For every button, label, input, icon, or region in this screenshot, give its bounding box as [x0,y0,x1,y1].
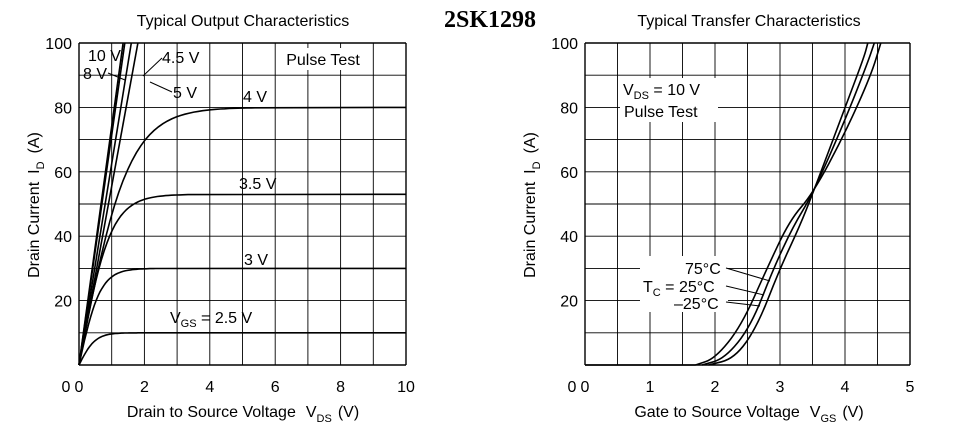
series-line-4-5-V [78,42,139,366]
temp-label-75: 75°C [685,261,721,278]
x-tick-label: 3 [776,379,785,396]
curve-label-4-5v: 4.5 V [162,50,200,67]
output-characteristics-chart: Typical Output Characteristics 0 2 4 6 8 10 20… [26,13,415,425]
curve-label-8v: 8 V [83,66,107,83]
arrow-5v [149,81,173,93]
y-tick-label: 20 [54,294,72,311]
origin-tick-label: 0 [62,379,71,396]
left-pulse-test: Pulse Test [286,52,360,69]
right-annotation-pulse: Pulse Test [624,104,698,121]
y-tick-label: 80 [560,100,578,117]
y-tick-label: 60 [560,165,578,182]
y-tick-label: 100 [45,36,72,53]
origin-tick-label: 0 [568,379,577,396]
x-tick-label: 0 [75,379,84,396]
series-line-5-V [78,42,133,366]
header-title: 2SK1298 [444,7,536,33]
arrow-minus25 [725,301,761,307]
left-xlabel: Drain to Source Voltage VDS (V) [127,404,359,425]
x-tick-label: 5 [906,379,915,396]
x-tick-label: 8 [336,379,345,396]
x-tick-label: 10 [397,379,415,396]
left-ylabel: Drain CurrentID(A) [26,132,47,278]
temp-label-minus25: –25°C [674,296,719,313]
y-tick-label: 80 [54,100,72,117]
curve-label-3-5v: 3.5 V [239,176,277,193]
temp-label-bg [640,256,728,312]
arrow-8v [107,72,126,81]
right-chart-title: Typical Transfer Characteristics [637,13,860,30]
series-line--25-C [708,42,869,366]
y-tick-label: 100 [551,36,578,53]
y-tick-label: 40 [54,229,72,246]
curve-label-5v: 5 V [173,85,197,102]
arrow-75 [725,267,771,282]
x-tick-label: 0 [581,379,590,396]
series-line-2-5-V [78,332,406,366]
left-tick-labels: 0 2 4 6 8 10 20 40 60 80 100 0 [45,36,415,396]
temp-label-25: TC = 25°C [643,279,715,299]
curve-label-vgs: VGS = 2.5 V [170,310,253,330]
right-curves [585,42,882,366]
right-tick-labels: 0 1 2 3 4 5 20 40 60 80 100 0 [551,36,914,396]
y-tick-label: 40 [560,229,578,246]
series-line-25-C [701,42,876,366]
arrow-25 [725,285,765,296]
series-line-75-C [695,42,882,366]
x-tick-label: 1 [646,379,655,396]
right-xlabel: Gate to Source Voltage VGS (V) [634,404,863,425]
curve-label-3v: 3 V [244,252,268,269]
x-tick-label: 2 [140,379,149,396]
curve-label-4v: 4 V [243,89,267,106]
left-curves [78,42,407,366]
series-line-4-V [78,106,407,366]
x-tick-label: 4 [205,379,214,396]
y-tick-label: 20 [560,294,578,311]
x-tick-label: 6 [271,379,280,396]
series-line-10-V [78,42,124,366]
series-line-3-V [78,267,407,366]
left-pulse-test-bg [278,48,370,70]
y-tick-label: 60 [54,165,72,182]
curve-label-10v: 10 V [88,48,121,65]
x-tick-label: 4 [841,379,850,396]
right-annotation-bg [620,78,718,122]
arrow-4-5v [142,57,163,77]
left-chart-title: Typical Output Characteristics [137,13,350,30]
x-tick-label: 2 [711,379,720,396]
right-annotation-vds: VDS = 10 V [623,82,700,102]
right-ylabel: Drain CurrentID(A) [522,132,543,278]
transfer-characteristics-chart: Typical Transfer Characteristics 0 1 2 3 4 5 2… [522,13,915,425]
